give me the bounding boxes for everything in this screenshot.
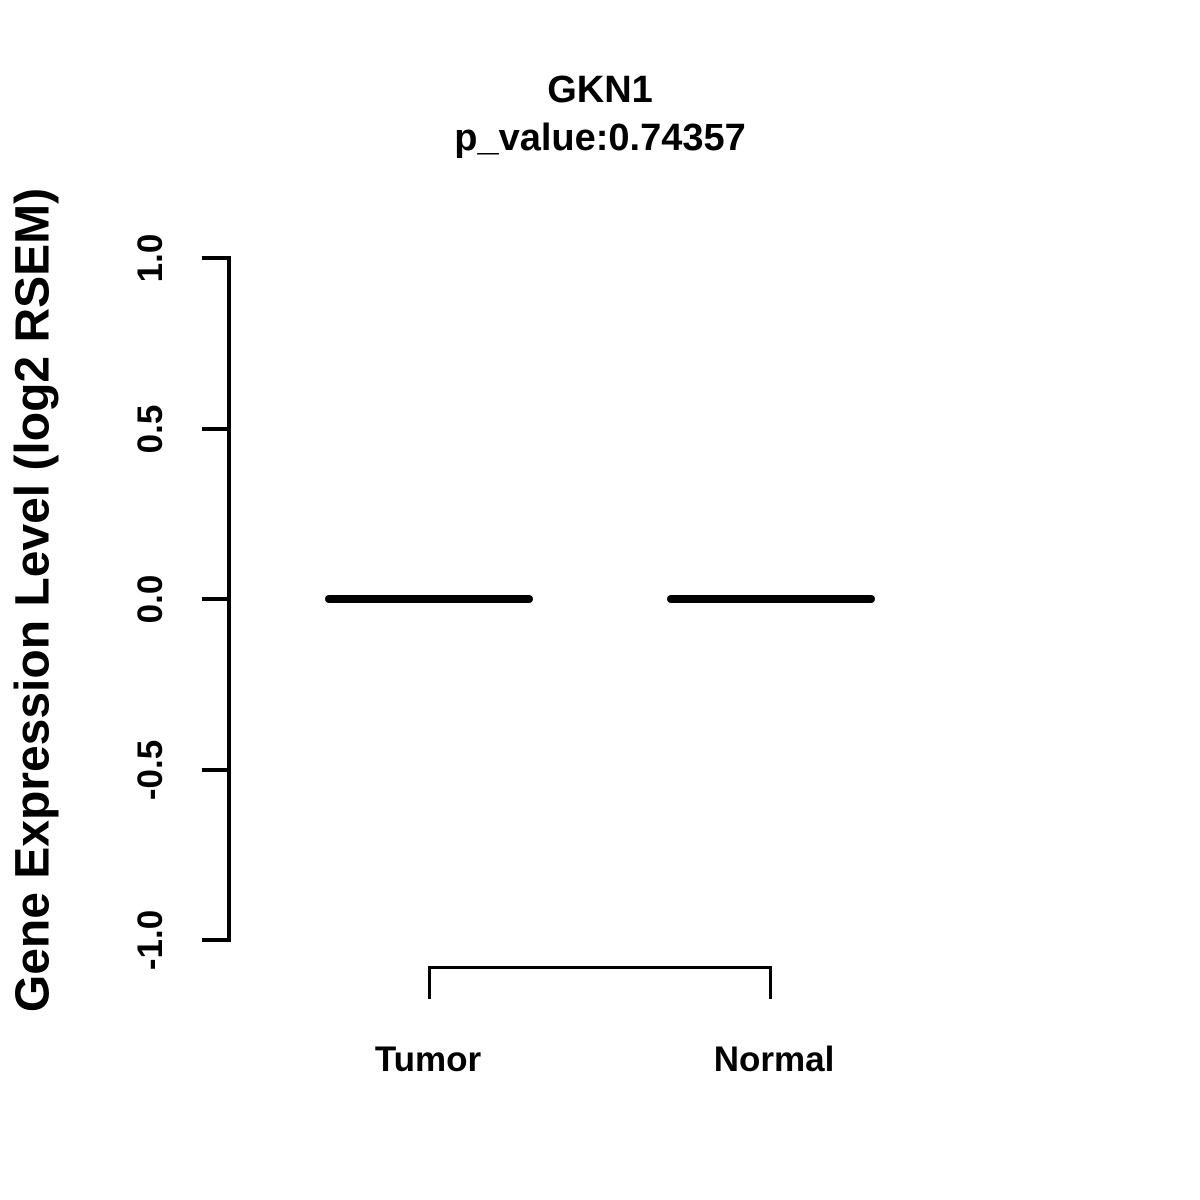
group-comparison-bracket: [428, 966, 772, 999]
y-tick-label: -1.0: [131, 909, 170, 971]
chart-title: GKN1: [547, 69, 653, 111]
x-label-normal: Normal: [713, 1040, 835, 1079]
y-tick-mark: [202, 767, 230, 772]
chart-subtitle-pvalue: p_value:0.74357: [454, 117, 746, 159]
normal-median-line: [667, 595, 875, 603]
y-axis-title: Gene Expression Level (log2 RSEM): [6, 187, 60, 1013]
y-tick-mark: [202, 597, 230, 601]
y-tick-mark: [202, 938, 230, 942]
y-tick-label: -0.5: [131, 739, 170, 800]
y-tick-mark: [202, 426, 230, 431]
y-tick-mark: [202, 256, 230, 260]
y-tick-label: 0.0: [131, 574, 170, 624]
x-label-tumor: Tumor: [374, 1040, 482, 1079]
tumor-median-line: [325, 595, 533, 603]
y-tick-label: 0.5: [131, 404, 170, 453]
chart-header: GKN1 p_value:0.74357: [454, 66, 746, 162]
y-tick-label: 1.0: [131, 233, 170, 283]
